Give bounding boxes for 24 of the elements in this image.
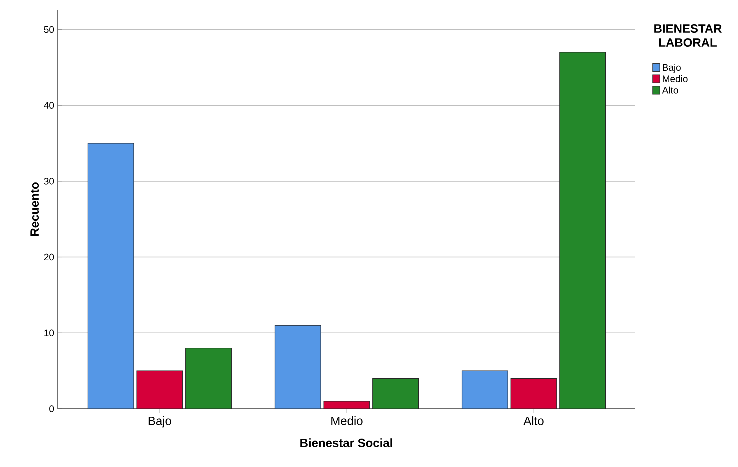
x-tick-label: Bajo: [148, 416, 172, 428]
x-axis-title: Bienestar Social: [300, 438, 392, 448]
bar: [510, 378, 558, 410]
legend-label: Medio: [663, 75, 688, 82]
y-tick-label: 30: [44, 178, 54, 185]
bar: [274, 325, 322, 410]
legend-label: Alto: [662, 86, 678, 94]
bar: [324, 401, 370, 410]
bar: [560, 52, 606, 410]
y-tick-label: 50: [44, 26, 54, 34]
x-tick-label: Medio: [332, 416, 363, 426]
x-tick-label: Alto: [524, 416, 544, 426]
y-tick-label: 0: [50, 406, 54, 412]
bar: [136, 370, 184, 410]
y-axis-title: Recuento: [30, 182, 40, 236]
legend-title: BIENESTAR LABORAL: [654, 24, 722, 48]
bar: [372, 378, 420, 410]
bar: [88, 143, 134, 410]
y-tick-label: 10: [44, 330, 54, 337]
y-tick-label: 40: [44, 102, 54, 109]
bar: [186, 348, 232, 410]
legend-label: Bajo: [663, 64, 681, 73]
bar: [462, 370, 508, 410]
y-tick-label: 20: [44, 254, 54, 261]
